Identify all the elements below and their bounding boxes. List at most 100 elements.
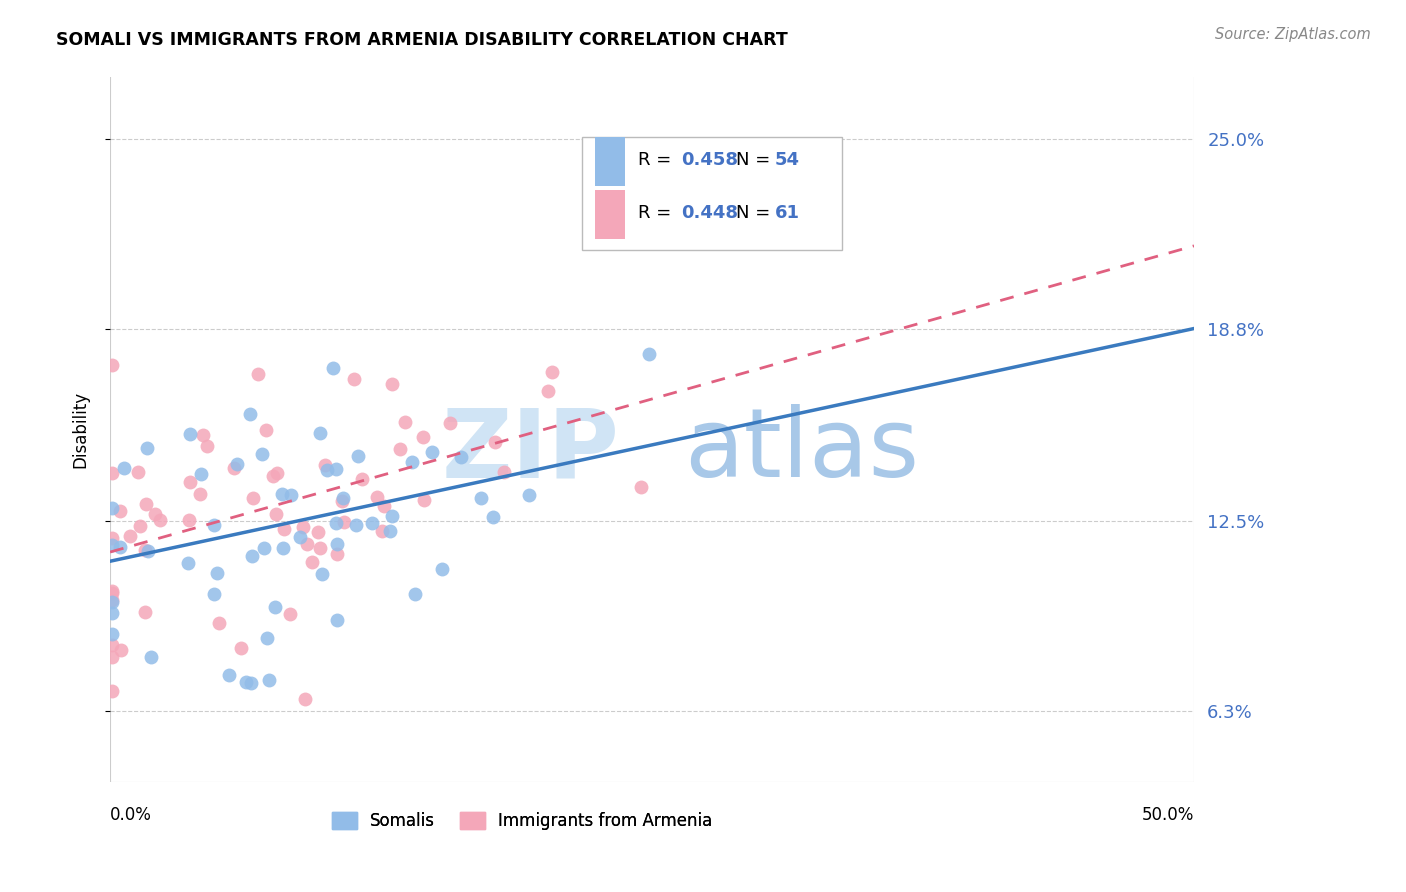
Text: R =: R = [638, 204, 676, 222]
Point [242, 491, 264, 506]
Point [240, 676, 263, 690]
Point [332, 491, 354, 506]
Point [366, 491, 388, 505]
Point [239, 408, 262, 422]
Point [266, 466, 288, 480]
FancyBboxPatch shape [595, 190, 624, 239]
Point [307, 525, 329, 540]
Point [134, 606, 156, 620]
Point [492, 466, 515, 480]
Point [388, 442, 411, 456]
Point [309, 425, 332, 440]
Point [101, 501, 124, 516]
Point [326, 547, 349, 561]
Point [404, 586, 426, 600]
Point [190, 467, 212, 481]
Point [381, 508, 404, 523]
Point [108, 541, 131, 555]
Point [346, 449, 368, 463]
Text: 0.0%: 0.0% [110, 806, 152, 824]
Point [202, 517, 225, 532]
Point [262, 468, 284, 483]
Point [134, 542, 156, 557]
Point [112, 460, 135, 475]
Point [432, 562, 454, 576]
Point [259, 673, 281, 688]
Point [225, 457, 247, 471]
Point [297, 537, 319, 551]
Point [420, 444, 443, 458]
Point [316, 463, 339, 477]
Text: N =: N = [735, 152, 776, 169]
Point [330, 494, 353, 508]
Point [256, 631, 278, 645]
Point [264, 507, 287, 521]
Point [294, 692, 316, 706]
Point [630, 480, 652, 494]
Point [202, 587, 225, 601]
Point [254, 423, 277, 437]
Point [311, 567, 333, 582]
Point [246, 367, 269, 381]
Point [273, 522, 295, 536]
Point [373, 499, 395, 513]
Point [450, 450, 472, 464]
Point [482, 510, 505, 524]
Point [135, 497, 157, 511]
Point [120, 528, 142, 542]
Point [191, 428, 214, 442]
Point [270, 487, 292, 501]
Point [378, 524, 401, 539]
Text: 54: 54 [775, 152, 800, 169]
Point [101, 586, 124, 600]
Point [101, 466, 124, 480]
Point [101, 358, 124, 372]
Point [179, 475, 201, 489]
Text: 61: 61 [775, 204, 800, 222]
Point [110, 504, 132, 518]
FancyBboxPatch shape [582, 137, 842, 250]
Point [413, 493, 436, 508]
Point [470, 491, 492, 506]
Point [343, 372, 366, 386]
Y-axis label: Disability: Disability [72, 391, 89, 468]
Point [308, 541, 330, 555]
Point [517, 488, 540, 502]
Point [129, 519, 152, 533]
Point [136, 544, 159, 558]
Point [101, 684, 124, 698]
Point [136, 441, 159, 455]
Point [394, 415, 416, 429]
Point [205, 566, 228, 581]
Point [250, 447, 273, 461]
Point [101, 538, 124, 552]
Text: R =: R = [638, 152, 676, 169]
Point [333, 515, 356, 529]
Point [439, 417, 461, 431]
Point [325, 516, 347, 530]
Point [208, 615, 231, 630]
Point [350, 472, 373, 486]
Point [325, 462, 347, 476]
Point [149, 513, 172, 527]
Point [235, 674, 257, 689]
Point [101, 583, 124, 598]
Point [280, 488, 302, 502]
Point [110, 643, 132, 657]
Point [412, 430, 434, 444]
Point [218, 668, 240, 682]
Point [271, 541, 294, 555]
Point [177, 556, 200, 570]
Point [240, 549, 263, 564]
Point [177, 513, 200, 527]
Text: Source: ZipAtlas.com: Source: ZipAtlas.com [1215, 27, 1371, 42]
Point [288, 530, 311, 544]
Point [195, 439, 218, 453]
Point [291, 519, 314, 533]
Point [101, 650, 124, 665]
Point [101, 627, 124, 641]
Point [101, 593, 124, 607]
Point [127, 465, 149, 479]
Point [101, 595, 124, 609]
Point [188, 487, 211, 501]
